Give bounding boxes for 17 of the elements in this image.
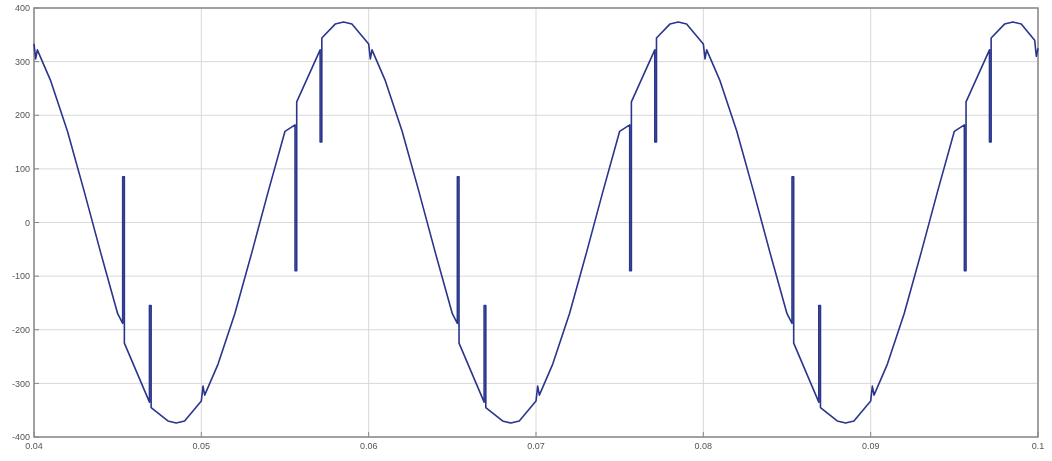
x-tick-label: 0.1 <box>1031 441 1045 451</box>
x-tick-label: 0.09 <box>861 441 880 451</box>
y-tick-label: 100 <box>14 164 30 175</box>
x-tick-label: 0.07 <box>527 441 545 451</box>
y-tick-label: 400 <box>14 3 30 14</box>
y-tick-label: -400 <box>11 432 30 443</box>
x-tick-label: 0.05 <box>192 441 211 451</box>
line-series <box>33 21 1039 424</box>
y-tick-label: 200 <box>14 110 30 121</box>
x-tick-label: 0.04 <box>25 441 43 451</box>
x-tick-label: 0.06 <box>359 441 378 451</box>
y-tick-label: 0 <box>24 217 30 228</box>
y-tick-label: 300 <box>14 56 30 67</box>
x-tick-label: 0.08 <box>694 441 713 451</box>
y-tick-label: -100 <box>11 271 30 282</box>
y-tick-label: -300 <box>11 378 30 389</box>
y-tick-label: -200 <box>11 324 30 335</box>
